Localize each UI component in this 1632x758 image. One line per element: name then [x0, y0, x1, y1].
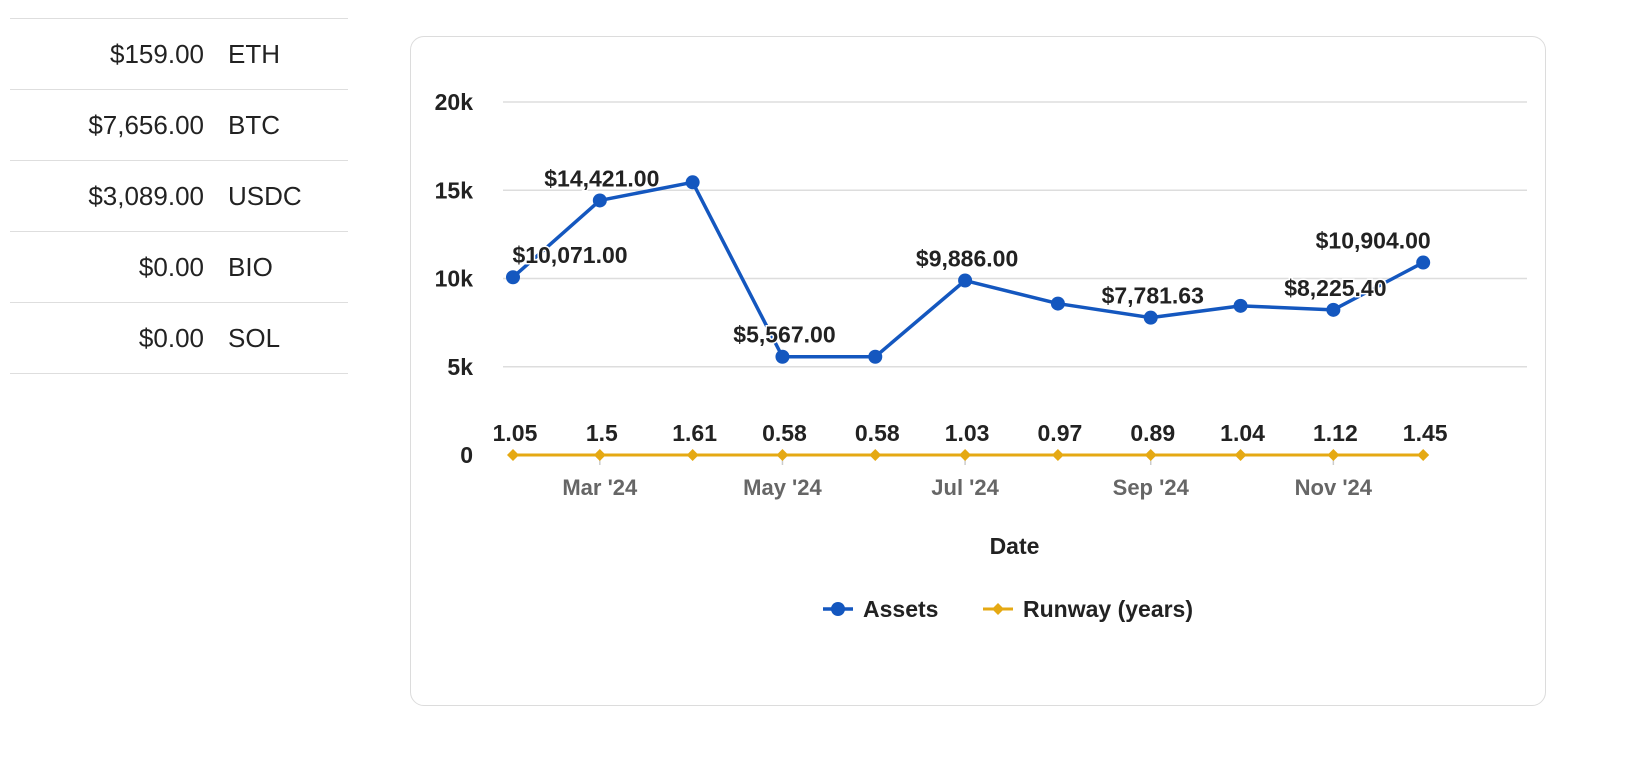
y-tick-label: 15k [435, 177, 474, 203]
assets-data-label: $10,904.00 [1316, 228, 1431, 254]
holding-symbol: ETH [228, 38, 280, 69]
runway-data-label: 0.58 [762, 420, 807, 446]
runway-data-label: 0.97 [1038, 420, 1083, 446]
holding-row-eth: $159.00 ETH [10, 19, 348, 90]
assets-point [868, 349, 883, 364]
x-axis-title: Date [990, 533, 1040, 559]
runway-point [869, 448, 882, 461]
assets-data-label: $9,886.00 [916, 246, 1018, 272]
assets-data-label: $10,071.00 [512, 242, 627, 268]
assets-data-label: $14,421.00 [544, 165, 659, 191]
assets-point [775, 349, 790, 364]
assets-data-label: $5,567.00 [733, 322, 835, 348]
holding-amount: $0.00 [138, 322, 204, 353]
legend-assets-label: Assets [863, 596, 938, 622]
x-tick-label: Jul '24 [931, 475, 999, 500]
holding-amount: $0.00 [138, 251, 204, 282]
x-tick-label: Nov '24 [1295, 475, 1373, 500]
holdings-table: $159.00 ETH $7,656.00 BTC $3,089.00 USDC… [10, 18, 348, 374]
holding-amount: $159.00 [110, 38, 204, 69]
assets-data-label: $7,781.63 [1102, 283, 1204, 309]
legend-runway-label: Runway (years) [1023, 596, 1193, 622]
assets-point [1233, 298, 1248, 313]
holding-symbol: USDC [228, 180, 302, 211]
holding-row-bio: $0.00 BIO [10, 232, 348, 303]
legend-runway-marker [992, 603, 1004, 615]
runway-point [686, 448, 699, 461]
holding-symbol: BTC [228, 109, 280, 140]
chart-legend: Assets Runway (years) [823, 596, 1193, 622]
runway-point [1417, 448, 1430, 461]
runway-point [1051, 448, 1064, 461]
x-tick-label: Sep '24 [1113, 475, 1190, 500]
runway-data-label: 1.5 [586, 420, 618, 446]
runway-data-label: 1.12 [1313, 420, 1358, 446]
runway-data-label: 0.58 [855, 420, 900, 446]
holding-row-usdc: $3,089.00 USDC [10, 161, 348, 232]
y-tick-label: 20k [435, 89, 474, 115]
runway-data-label: 1.05 [493, 420, 538, 446]
chart-card: 0 5k 10k 15k 20k Mar '24 May '24 Jul '24 Sep '24… [410, 36, 1546, 706]
assets-data-label: $8,225.40 [1284, 275, 1386, 301]
y-tick-label: 5k [447, 354, 473, 380]
x-tick-label: Mar '24 [562, 475, 638, 500]
runway-data-label: 1.61 [672, 420, 717, 446]
runway-point [959, 448, 972, 461]
runway-data-label: 1.03 [945, 420, 990, 446]
runway-point [507, 448, 519, 461]
assets-point [1050, 296, 1065, 311]
holding-symbol: BIO [228, 251, 273, 282]
runway-data-label: 0.89 [1130, 420, 1175, 446]
runway-data-label: 1.04 [1220, 420, 1265, 446]
assets-point [1416, 255, 1431, 270]
assets-point [958, 273, 973, 288]
holding-amount: $7,656.00 [88, 109, 204, 140]
runway-point [1144, 448, 1157, 461]
runway-data-label: 1.45 [1403, 420, 1448, 446]
legend-assets-marker [831, 602, 845, 616]
runway-point [1234, 448, 1247, 461]
assets-point [1143, 310, 1158, 325]
runway-point [593, 448, 606, 461]
y-tick-label: 0 [460, 442, 473, 468]
assets-point [1326, 302, 1341, 317]
y-tick-label: 10k [435, 266, 474, 292]
x-tick-label: May '24 [743, 475, 822, 500]
holding-amount: $3,089.00 [88, 180, 204, 211]
holding-row-btc: $7,656.00 BTC [10, 90, 348, 161]
assets-runway-chart: 0 5k 10k 15k 20k Mar '24 May '24 Jul '24 Sep '24… [435, 89, 1527, 622]
holding-row-sol: $0.00 SOL [10, 303, 348, 374]
assets-point [592, 193, 607, 208]
assets-point [506, 270, 520, 285]
runway-point [1327, 448, 1340, 461]
assets-point [685, 175, 700, 190]
holding-symbol: SOL [228, 322, 281, 353]
runway-point [776, 448, 789, 461]
